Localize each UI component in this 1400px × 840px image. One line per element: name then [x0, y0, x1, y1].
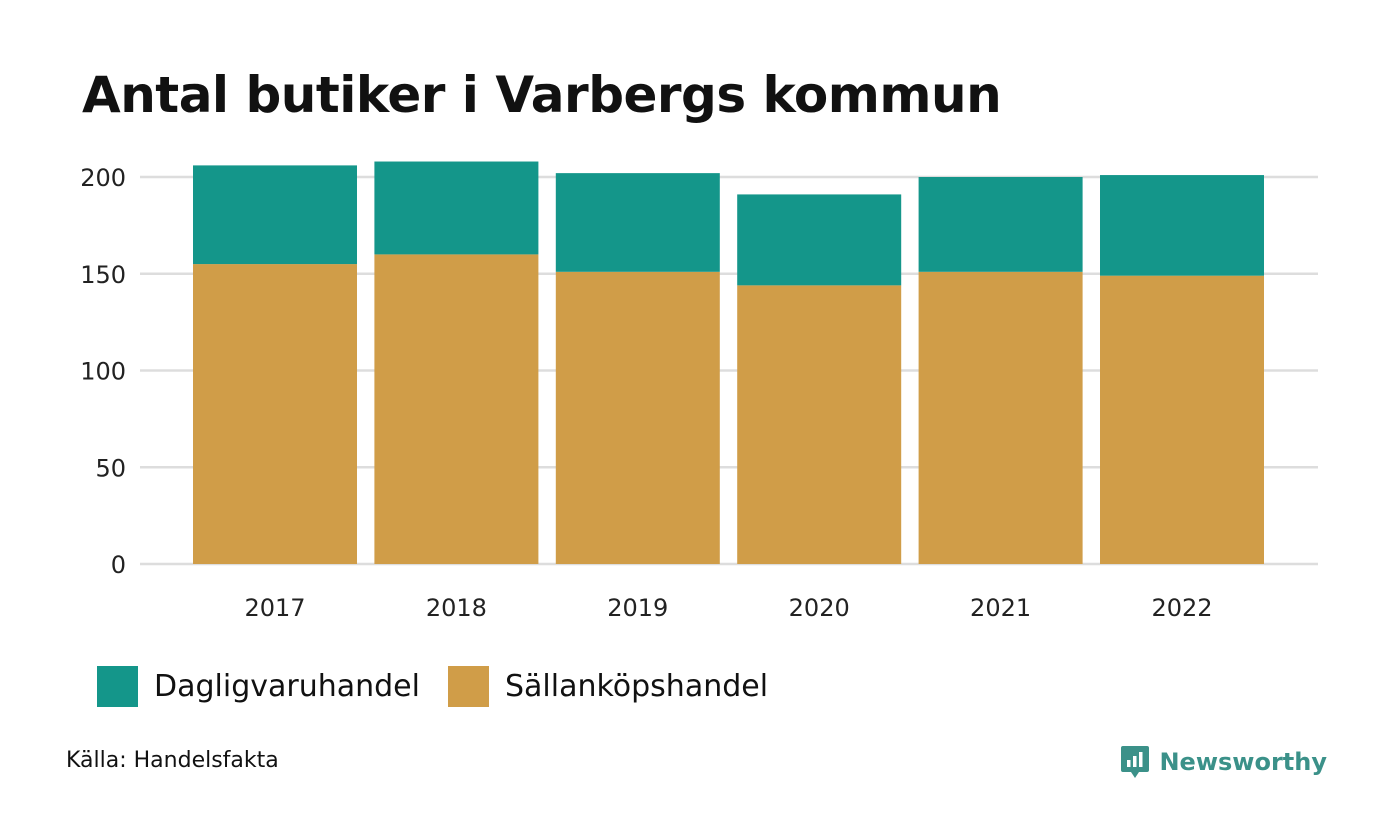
bar-sällanköpshandel-2021: [918, 271, 1083, 564]
x-tick-label: 2017: [244, 594, 305, 622]
bar-sällanköpshandel-2017: [193, 264, 357, 564]
legend-label: Sällanköpshandel: [504, 669, 769, 704]
x-axis-ticks: 2017 2018 2019 2020 2021 2022: [244, 594, 1212, 622]
x-tick-label: 2018: [426, 594, 487, 622]
newsworthy-logo-icon: [1121, 746, 1150, 778]
y-tick-label: 100: [80, 358, 126, 386]
bar-dagligvaruhandel-2022: [1100, 175, 1264, 276]
bar-dagligvaruhandel-2017: [193, 165, 357, 265]
x-tick-label: 2019: [607, 594, 668, 622]
bar-sällanköpshandel-2018: [374, 254, 539, 564]
legend-item-sallankopshandel: Sällanköpshandel: [447, 666, 769, 707]
x-tick-label: 2021: [970, 594, 1031, 622]
legend-item-dagligvaruhandel: Dagligvaruhandel: [97, 666, 420, 707]
bars: [193, 161, 1264, 564]
y-tick-label: 150: [80, 261, 126, 289]
bar-dagligvaruhandel-2018: [374, 161, 539, 255]
bar-sällanköpshandel-2019: [555, 271, 720, 564]
legend-swatch: [447, 666, 489, 707]
legend-swatch: [97, 666, 138, 707]
bar-dagligvaruhandel-2021: [918, 177, 1083, 272]
y-tick-label: 50: [95, 454, 126, 482]
chart-title: Antal butiker i Varbergs kommun: [82, 66, 1002, 124]
bar-dagligvaruhandel-2019: [555, 173, 720, 272]
brand: Newsworthy: [1120, 744, 1327, 780]
bar-sällanköpshandel-2020: [737, 285, 902, 564]
bar-dagligvaruhandel-2020: [737, 194, 902, 286]
brand-name: Newsworthy: [1159, 748, 1327, 776]
legend-label: Dagligvaruhandel: [154, 669, 420, 704]
y-axis-ticks: 0 50 100 150 200: [80, 164, 126, 579]
source-note: Källa: Handelsfakta: [66, 748, 279, 773]
x-tick-label: 2022: [1151, 594, 1212, 622]
y-tick-label: 0: [111, 551, 126, 579]
y-tick-label: 200: [80, 164, 126, 192]
x-tick-label: 2020: [789, 594, 850, 622]
legend: Dagligvaruhandel Sällanköpshandel: [97, 666, 796, 707]
bar-sällanköpshandel-2022: [1100, 275, 1264, 564]
